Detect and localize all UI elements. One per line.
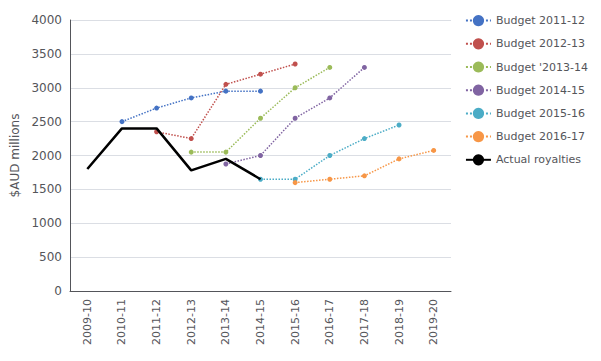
svg-text:Budget 2014-15: Budget 2014-15 — [496, 84, 585, 97]
svg-text:2013-14: 2013-14 — [219, 299, 232, 345]
svg-text:Budget 2012-13: Budget 2012-13 — [496, 37, 585, 50]
svg-text:2018-19: 2018-19 — [393, 299, 406, 345]
svg-text:Budget 2016-17: Budget 2016-17 — [496, 130, 585, 143]
svg-text:2012-13: 2012-13 — [185, 299, 198, 345]
svg-text:$AUD millions: $AUD millions — [8, 114, 22, 198]
svg-text:2500: 2500 — [31, 115, 62, 129]
svg-text:1500: 1500 — [31, 182, 62, 196]
svg-text:1000: 1000 — [31, 216, 62, 230]
svg-text:2017-18: 2017-18 — [358, 299, 371, 345]
svg-text:3000: 3000 — [31, 81, 62, 95]
svg-text:500: 500 — [39, 250, 62, 264]
svg-text:2016-17: 2016-17 — [323, 299, 336, 345]
svg-text:2015-16: 2015-16 — [289, 299, 302, 345]
svg-text:Budget 2015-16: Budget 2015-16 — [496, 107, 585, 120]
svg-text:2009-10: 2009-10 — [81, 299, 94, 345]
svg-text:2014-15: 2014-15 — [254, 299, 267, 345]
svg-text:0: 0 — [54, 284, 62, 298]
svg-text:Actual royalties: Actual royalties — [496, 153, 581, 166]
svg-text:Budget 2011-12: Budget 2011-12 — [496, 14, 585, 27]
svg-text:3500: 3500 — [31, 47, 62, 61]
svg-text:2000: 2000 — [31, 149, 62, 163]
svg-text:2010-11: 2010-11 — [115, 299, 128, 345]
svg-text:4000: 4000 — [31, 13, 62, 27]
svg-text:2019-20: 2019-20 — [427, 299, 440, 345]
svg-text:2011-12: 2011-12 — [150, 299, 163, 345]
svg-text:Budget '2013-14: Budget '2013-14 — [496, 61, 588, 74]
